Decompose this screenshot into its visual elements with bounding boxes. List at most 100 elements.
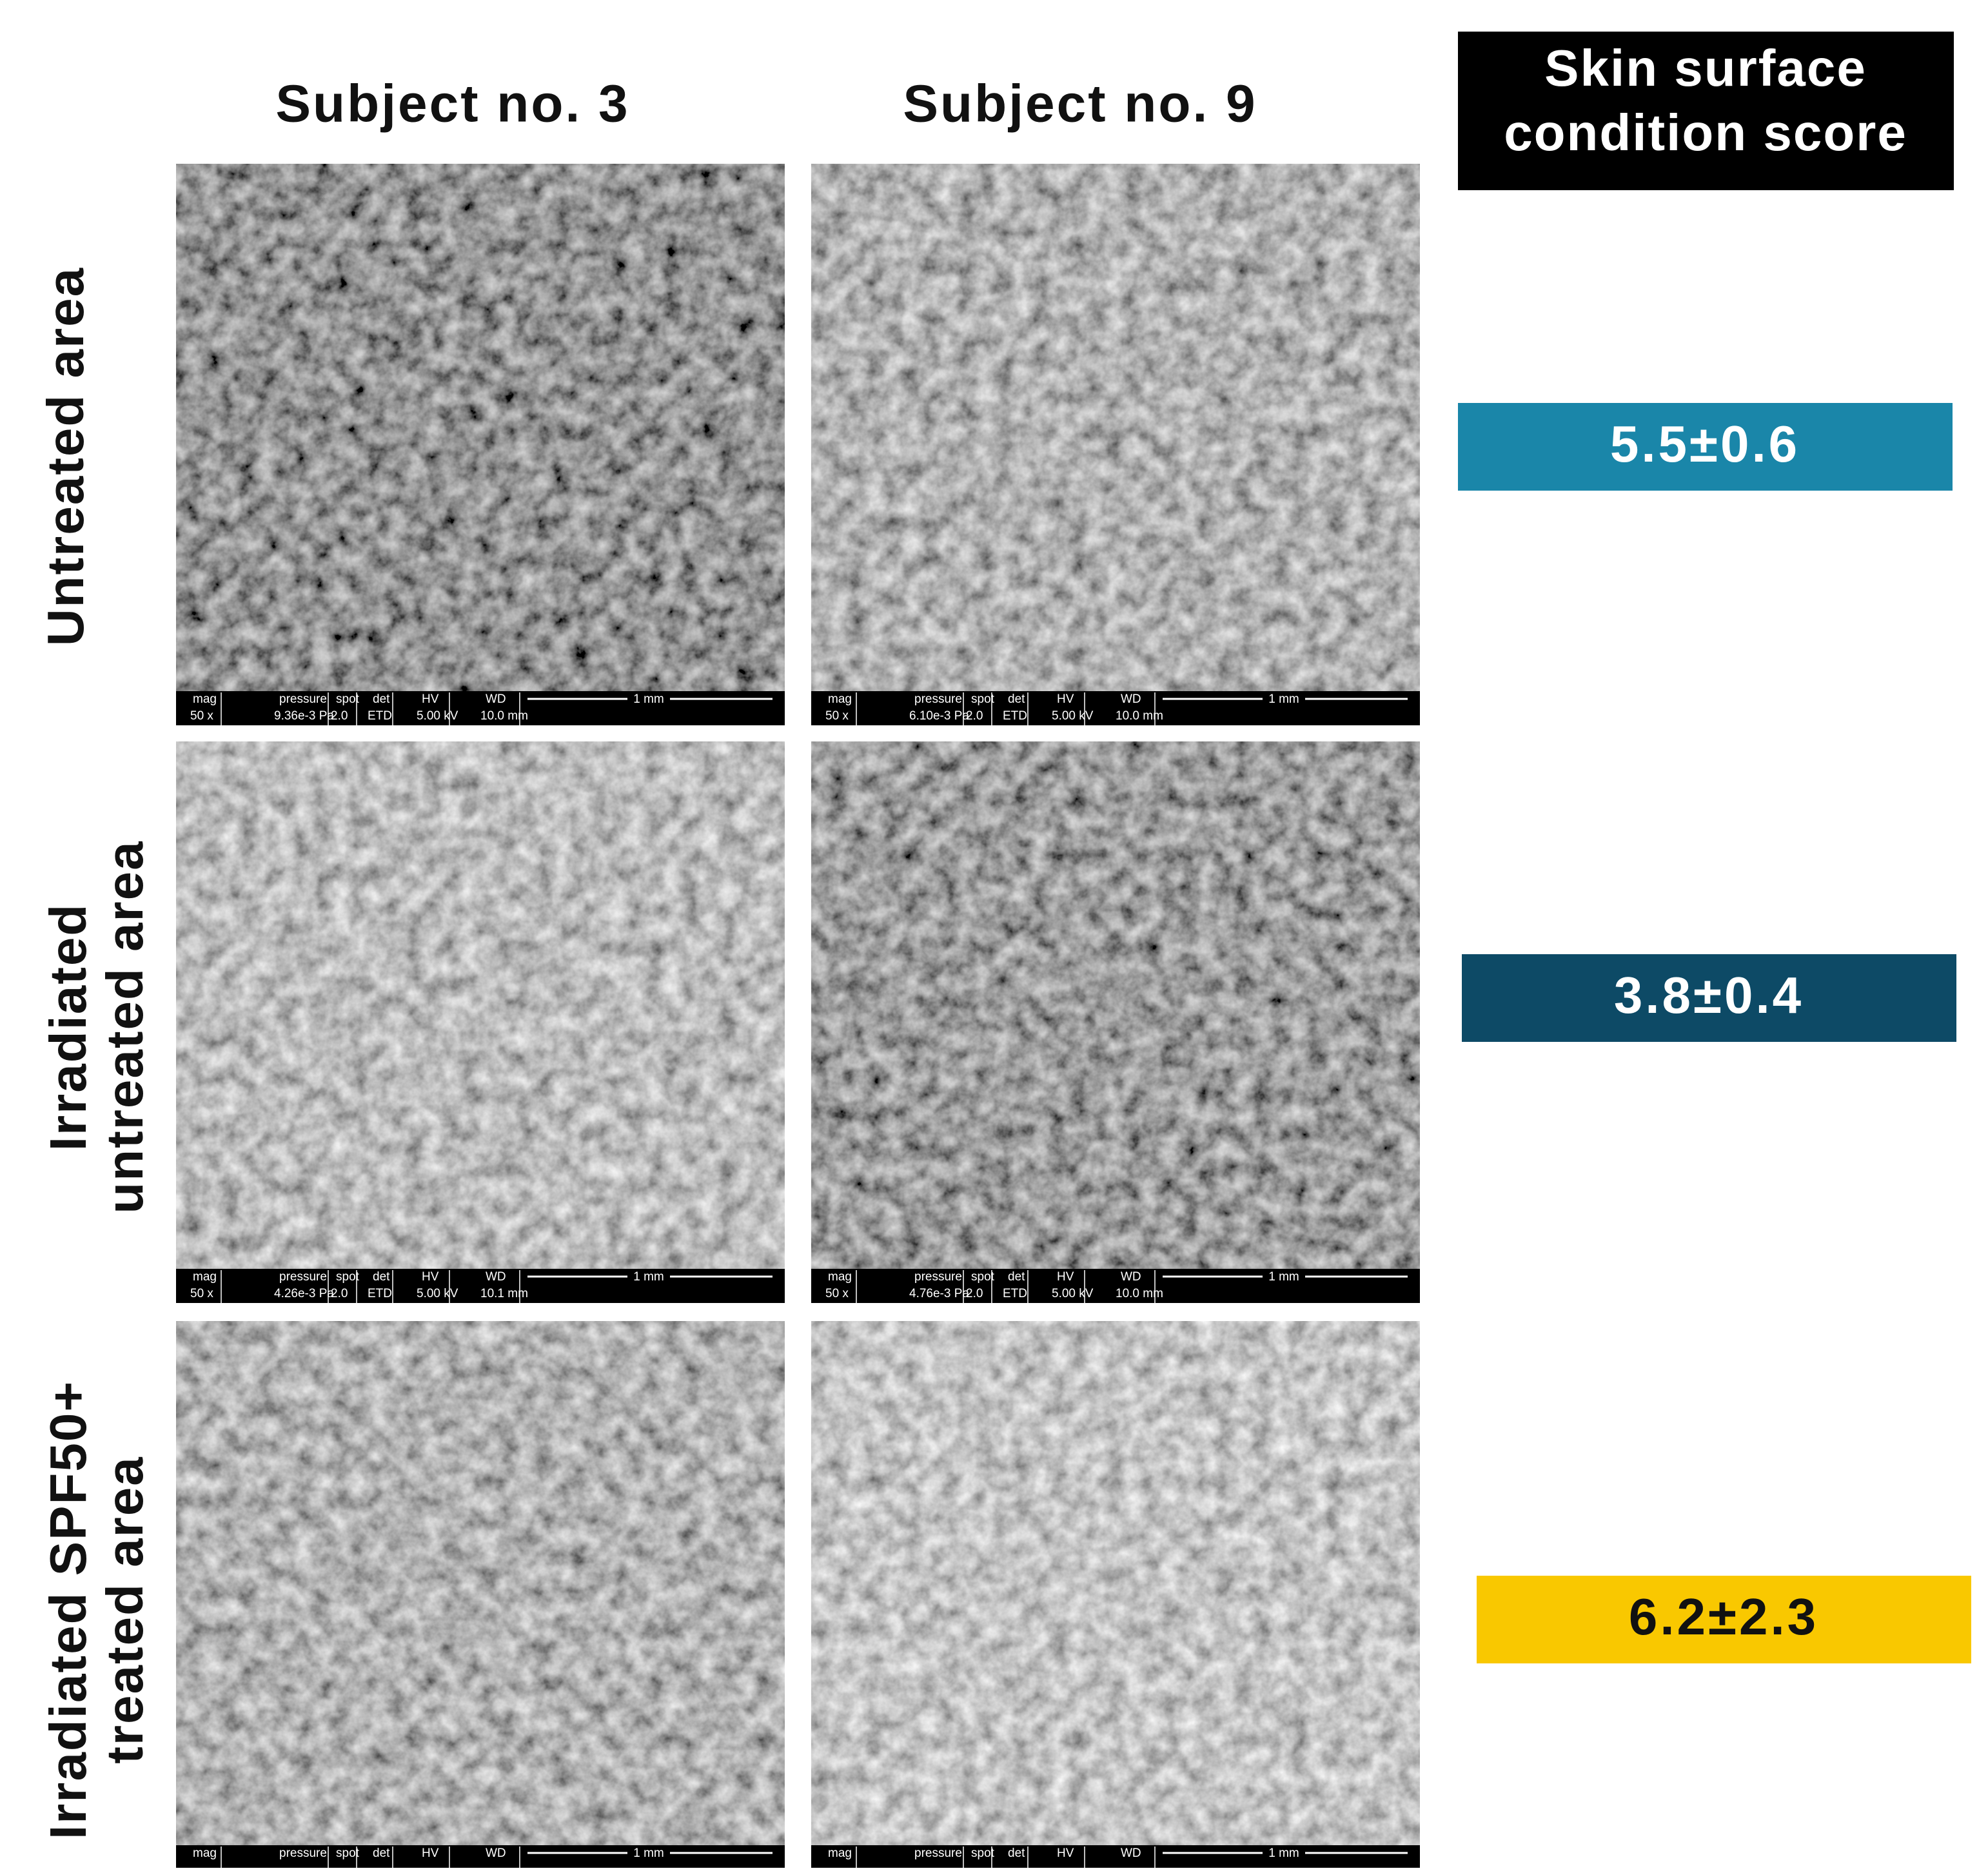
row-label: Irradiated [39, 903, 97, 1151]
sem-value: 6.10e-3 Pa [909, 709, 969, 723]
sem-value: 50 x [190, 709, 213, 723]
sem-value: 5.00 kV [1052, 709, 1094, 723]
sem-value: 10.0 mm [1116, 709, 1163, 723]
sem-header: HV [422, 1270, 439, 1284]
sem-info-bar [176, 1269, 785, 1303]
row-label: treated area [96, 1456, 153, 1764]
sem-value: 5.00 kV [417, 1287, 458, 1300]
sem-header: det [1008, 1270, 1025, 1284]
scale-label-bg [1263, 692, 1305, 706]
row-label: Irradiated SPF50+ [39, 1380, 97, 1839]
sem-info-bar [176, 691, 785, 725]
sem-value: 5.00 kV [1052, 1287, 1094, 1300]
scale-label: 1 mm [633, 692, 664, 706]
sem-image [811, 1321, 1420, 1868]
sem-image [176, 741, 785, 1303]
sem-header: det [373, 1847, 390, 1860]
sem-header: mag [828, 692, 852, 706]
sem-header: spot [971, 1847, 995, 1860]
sem-header: HV [422, 692, 439, 706]
sem-header: det [373, 1270, 390, 1284]
scale-label: 1 mm [1268, 692, 1299, 706]
sem-value: 50 x [825, 1287, 849, 1300]
scale-label-bg [1263, 1846, 1305, 1860]
sem-info-bar [811, 1269, 1420, 1303]
sem-header: HV [1057, 1847, 1074, 1860]
sem-header: pressure [914, 1270, 962, 1284]
column-header: Subject no. 9 [903, 75, 1257, 133]
score-value: 6.2±2.3 [1629, 1588, 1818, 1645]
sem-header: WD [1121, 1847, 1141, 1860]
score-header: condition score [1504, 104, 1907, 161]
sem-value: ETD [368, 1287, 392, 1300]
sem-image [176, 164, 785, 725]
scale-label-bg [1263, 1269, 1305, 1284]
sem-header: pressure [914, 1847, 962, 1860]
sem-image [811, 741, 1420, 1303]
sem-header: spot [336, 692, 360, 706]
sem-info-bar [811, 691, 1420, 725]
sem-header: det [373, 692, 390, 706]
sem-value: 5.00 kV [417, 709, 458, 723]
sem-header: WD [1121, 692, 1141, 706]
scale-label: 1 mm [633, 1270, 664, 1284]
sem-header: mag [193, 1847, 217, 1860]
sem-value: 10.0 mm [1116, 1287, 1163, 1300]
sem-value: 4.26e-3 Pa [274, 1287, 334, 1300]
sem-header: mag [193, 1270, 217, 1284]
score-value: 5.5±0.6 [1610, 415, 1800, 473]
sem-value: 9.36e-3 Pa [274, 709, 334, 723]
scale-label: 1 mm [1268, 1270, 1299, 1284]
score-box [1477, 1576, 1971, 1663]
scale-label-bg [627, 692, 670, 706]
sem-value: ETD [1003, 709, 1027, 723]
sem-value: 2.0 [331, 709, 348, 723]
sem-header: HV [422, 1847, 439, 1860]
sem-header: HV [1057, 1270, 1074, 1284]
score-value: 3.8±0.4 [1614, 966, 1804, 1024]
sem-header: mag [828, 1847, 852, 1860]
sem-value: 2.0 [331, 1287, 348, 1300]
sem-header: WD [486, 692, 506, 706]
sem-image [176, 1321, 785, 1868]
sem-header: spot [336, 1847, 360, 1860]
sem-header: mag [828, 1270, 852, 1284]
scale-label: 1 mm [633, 1847, 664, 1860]
sem-header: pressure [279, 1847, 327, 1860]
row-label: untreated area [96, 840, 153, 1213]
sem-header: pressure [279, 692, 327, 706]
sem-header: det [1008, 692, 1025, 706]
sem-value: 10.0 mm [480, 709, 528, 723]
sem-header: det [1008, 1847, 1025, 1860]
sem-value: 4.76e-3 Pa [909, 1287, 969, 1300]
scale-label: 1 mm [1268, 1847, 1299, 1860]
sem-value: 2.0 [966, 709, 983, 723]
sem-header: WD [486, 1270, 506, 1284]
score-box [1462, 954, 1956, 1042]
sem-header: WD [1121, 1270, 1141, 1284]
sem-value: ETD [1003, 1287, 1027, 1300]
sem-header: spot [971, 692, 995, 706]
scale-label-bg [627, 1846, 670, 1860]
sem-header: HV [1057, 692, 1074, 706]
scale-label-bg [627, 1269, 670, 1284]
sem-value: 10.1 mm [480, 1287, 528, 1300]
sem-value: 2.0 [966, 1287, 983, 1300]
sem-header: pressure [914, 692, 962, 706]
score-header-box [1458, 32, 1954, 190]
sem-header: spot [971, 1270, 995, 1284]
sem-header: spot [336, 1270, 360, 1284]
sem-info-bar [176, 1845, 785, 1868]
sem-value: 50 x [190, 1287, 213, 1300]
sem-value: ETD [368, 709, 392, 723]
sem-header: pressure [279, 1270, 327, 1284]
sem-header: WD [486, 1847, 506, 1860]
score-box [1458, 403, 1953, 491]
sem-info-bar [811, 1845, 1420, 1868]
sem-value: 50 x [825, 709, 849, 723]
score-header: Skin surface [1544, 39, 1867, 97]
column-header: Subject no. 3 [275, 75, 629, 133]
row-label: Untreated area [37, 267, 94, 646]
